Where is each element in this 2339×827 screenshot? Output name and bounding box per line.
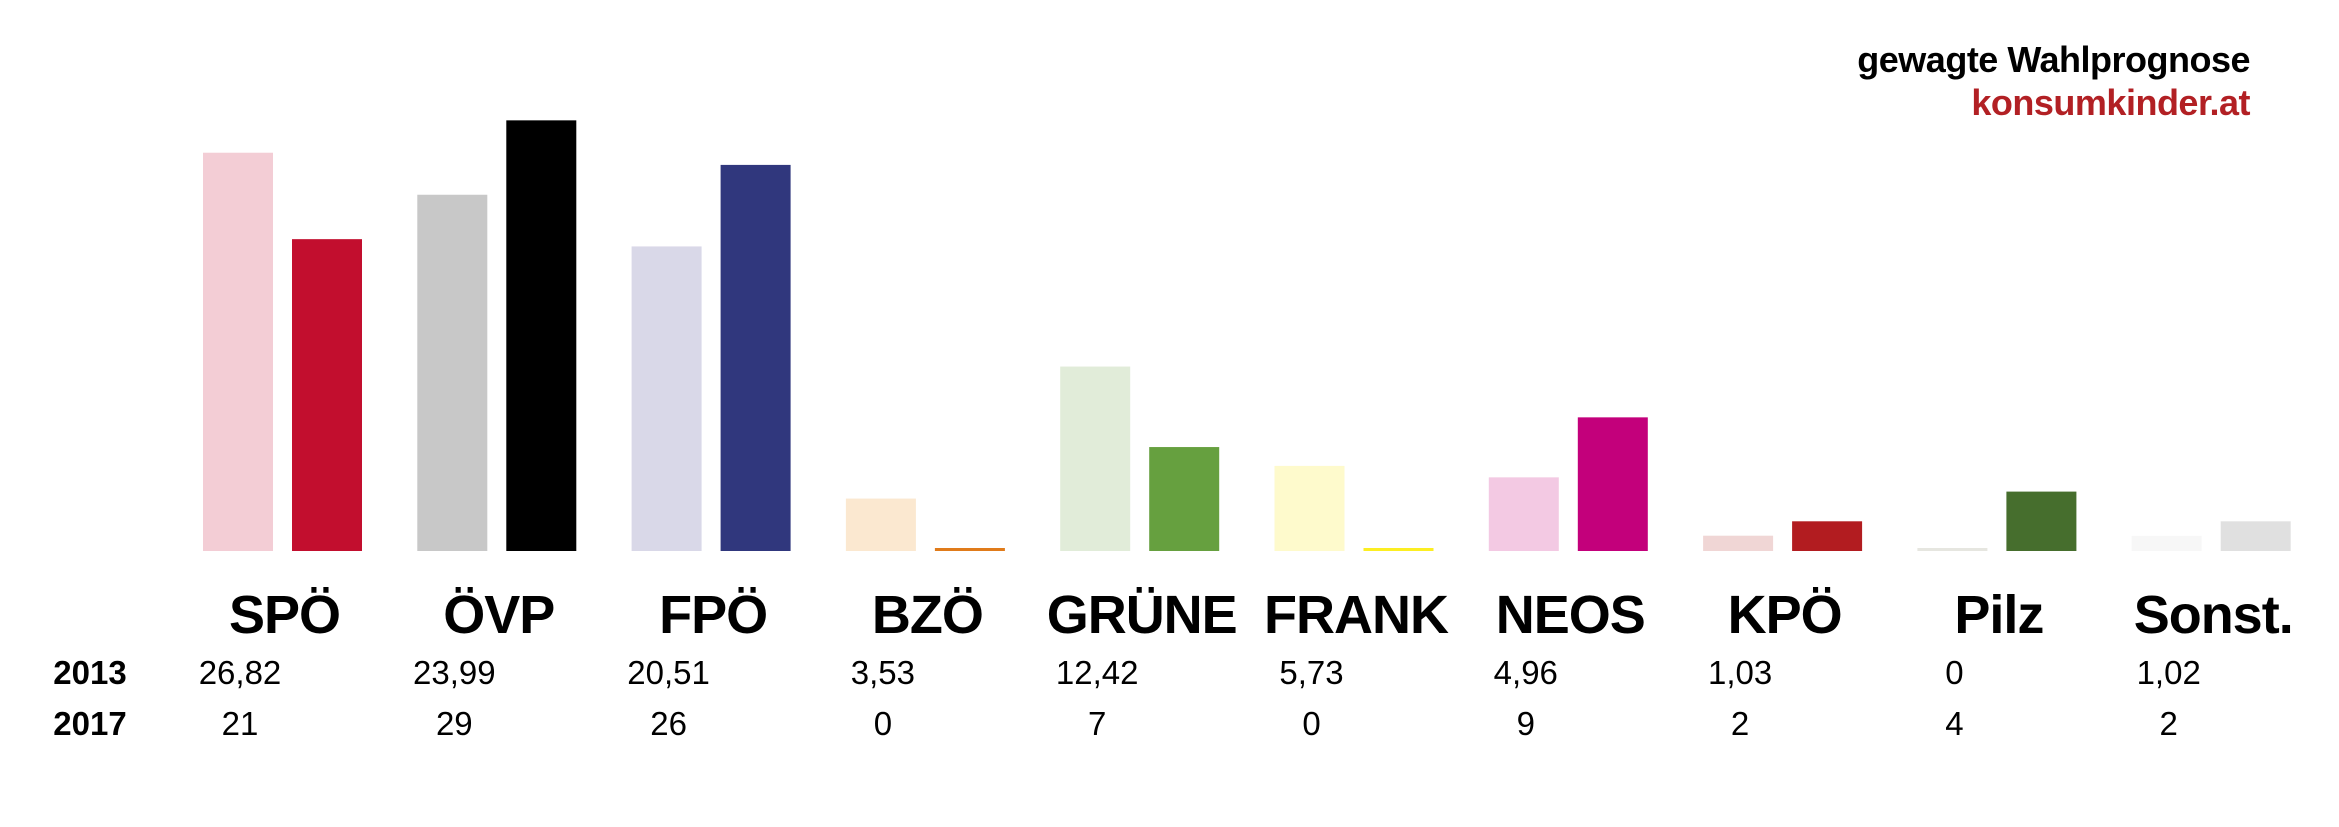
bar-2013-3 <box>845 498 916 551</box>
bar-2017-9 <box>2220 521 2291 551</box>
bar-2013-6 <box>1488 477 1559 551</box>
bar-2017-2 <box>720 164 791 551</box>
value-label-2013: 1,02 <box>2137 654 2201 691</box>
category-label: Pilz <box>1954 585 2043 645</box>
category-label: FRANK <box>1264 585 1449 645</box>
value-label-2017: 0 <box>1302 705 1320 742</box>
value-label-2013: 5,73 <box>1279 654 1343 691</box>
bar-2017-5 <box>1363 548 1434 551</box>
bar-2017-6 <box>1577 417 1648 551</box>
value-label-2017: 4 <box>1945 705 1963 742</box>
category-label: GRÜNE <box>1047 585 1237 645</box>
value-label-2013: 20,51 <box>627 654 710 691</box>
brand-block: gewagte Wahlprognose konsumkinder.at <box>1857 38 2250 124</box>
value-label-2017: 21 <box>222 705 259 742</box>
category-label: SPÖ <box>229 585 340 645</box>
value-label-2013: 4,96 <box>1494 654 1558 691</box>
chart-title: gewagte Wahlprognose <box>1857 39 2250 80</box>
value-label-2013: 0 <box>1945 654 1963 691</box>
bar-2017-4 <box>1149 447 1220 551</box>
bar-2013-7 <box>1703 535 1774 551</box>
value-label-2017: 9 <box>1517 705 1535 742</box>
site-name: konsumkinder.at <box>1971 82 2250 123</box>
value-label-2017: 7 <box>1088 705 1106 742</box>
value-label-2017: 29 <box>436 705 473 742</box>
value-label-2013: 23,99 <box>413 654 496 691</box>
category-label: NEOS <box>1496 585 1645 645</box>
bar-2013-4 <box>1060 366 1131 551</box>
value-label-2017: 26 <box>650 705 687 742</box>
bar-2017-0 <box>292 239 362 551</box>
bar-2013-1 <box>417 194 488 551</box>
bar-2017-3 <box>934 548 1005 551</box>
value-label-2017: 2 <box>2160 705 2178 742</box>
category-label: BZÖ <box>872 585 983 645</box>
value-label-2013: 1,03 <box>1708 654 1772 691</box>
bar-2017-1 <box>506 120 577 551</box>
category-label: Sonst. <box>2134 585 2293 645</box>
bar-2013-0 <box>203 152 273 551</box>
series-label-2017: 2017 <box>53 705 126 742</box>
category-label: ÖVP <box>443 585 554 645</box>
value-label-2017: 2 <box>1731 705 1749 742</box>
series-label-2013: 2013 <box>53 654 126 691</box>
bar-2013-8 <box>1917 548 1988 551</box>
bar-2013-2 <box>631 246 702 551</box>
value-label-2013: 3,53 <box>851 654 915 691</box>
bar-2017-8 <box>2006 491 2077 551</box>
bar-2013-9 <box>2131 535 2202 551</box>
category-label: KPÖ <box>1728 585 1842 645</box>
value-label-2013: 12,42 <box>1056 654 1139 691</box>
value-label-2017: 0 <box>874 705 892 742</box>
value-label-2013: 26,82 <box>199 654 282 691</box>
bar-2017-7 <box>1792 521 1863 551</box>
bar-2013-5 <box>1274 465 1345 551</box>
category-label: FPÖ <box>659 585 767 645</box>
